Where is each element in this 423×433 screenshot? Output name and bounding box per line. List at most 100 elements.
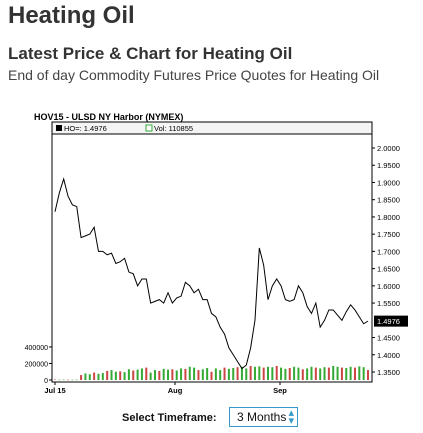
legend-volume-swatch: [145, 124, 153, 132]
volume-bar: [140, 368, 143, 380]
volume-bar: [367, 370, 369, 380]
price-tick-label: 1.9500: [377, 161, 400, 170]
price-tick-label: 1.9000: [377, 178, 400, 187]
last-price-label: 1.4976: [377, 317, 400, 326]
volume-bar: [327, 367, 330, 380]
volume-bar: [349, 366, 352, 380]
price-tick-label: 1.4500: [377, 334, 400, 343]
volume-bar: [332, 365, 335, 380]
volume-bar: [306, 368, 309, 380]
volume-bar: [193, 367, 196, 380]
price-chart: HOV15 - ULSD NY Harbor (NYMEX) HO=: 1.49…: [0, 108, 423, 398]
volume-bar: [297, 367, 300, 380]
price-tick-label: 1.7500: [377, 230, 400, 239]
last-price-badge: [374, 315, 408, 327]
volume-bar: [271, 367, 274, 380]
volume-bar: [214, 368, 217, 380]
volume-bar: [119, 371, 122, 380]
volume-bar: [162, 368, 165, 380]
legend-volume-label: Vol: 110855: [154, 124, 193, 133]
volume-tick-label: 0: [44, 378, 48, 385]
volume-bar: [101, 372, 104, 380]
volume-bar: [275, 365, 278, 380]
price-tick-label: 2.0000: [377, 144, 400, 153]
volume-bar: [345, 368, 348, 380]
volume-bar: [262, 367, 265, 380]
volume-bar: [336, 366, 339, 380]
chart-legend-bar: [51, 121, 373, 135]
volume-bar: [249, 365, 252, 380]
volume-bar: [80, 375, 83, 380]
volume-bar: [93, 372, 96, 380]
volume-bar: [106, 370, 109, 380]
volume-axis: 400000 200000 0: [25, 345, 52, 385]
volume-bar: [158, 370, 161, 380]
volume-bar: [54, 379, 56, 380]
volume-bar: [267, 366, 270, 380]
volume-bar: [210, 371, 213, 380]
time-axis: Jul 15 Aug Sep: [44, 382, 287, 395]
volume-bar: [240, 366, 243, 380]
volume-bar: [284, 368, 287, 380]
last-price-marker: 1.4976: [374, 315, 408, 327]
legend-price-label: HO=: 1.4976: [64, 124, 107, 133]
volume-bar: [223, 367, 226, 380]
volume-bar: [188, 366, 191, 380]
timeframe-select[interactable]: 3 Months ▴ ▾: [229, 407, 298, 427]
volume-bar: [153, 370, 156, 380]
time-tick-label: Aug: [168, 386, 183, 395]
chart-title: HOV15 - ULSD NY Harbor (NYMEX): [34, 112, 183, 122]
volume-bar: [132, 370, 135, 380]
time-tick-label: Jul 15: [44, 386, 65, 395]
volume-bar: [206, 368, 209, 380]
price-tick-label: 1.8500: [377, 196, 400, 205]
volume-bar: [145, 367, 148, 380]
page-title: Heating Oil: [8, 2, 135, 29]
price-tick-label: 1.6500: [377, 265, 400, 274]
volume-bar: [123, 372, 126, 380]
volume-bar: [184, 368, 187, 380]
volume-bar: [97, 373, 100, 380]
volume-bar: [58, 379, 61, 381]
volume-bar: [340, 367, 343, 380]
volume-bar: [323, 367, 326, 380]
volume-bars: [54, 365, 369, 381]
chart-plot-area: [51, 121, 373, 383]
volume-bar: [358, 366, 361, 380]
legend-price-swatch: [56, 125, 62, 131]
volume-bar: [319, 368, 322, 380]
volume-bar: [293, 366, 296, 380]
volume-bar: [219, 370, 222, 380]
price-tick-label: 1.6000: [377, 282, 400, 291]
volume-bar: [136, 369, 139, 380]
volume-bar: [127, 369, 130, 380]
price-tick-label: 1.8000: [377, 213, 400, 222]
price-tick-label: 1.4000: [377, 351, 400, 360]
volume-bar: [201, 369, 204, 380]
volume-bar: [353, 367, 356, 380]
volume-bar: [314, 367, 317, 380]
volume-bar: [175, 370, 178, 380]
volume-bar: [88, 374, 91, 380]
volume-bar: [227, 368, 230, 380]
volume-bar: [114, 371, 117, 380]
volume-bar: [180, 368, 183, 380]
section-heading: Latest Price & Chart for Heating Oil: [8, 44, 293, 63]
volume-bar: [171, 369, 174, 380]
volume-bar: [197, 370, 200, 380]
volume-bar: [149, 372, 152, 380]
select-arrows-icon: ▴ ▾: [288, 407, 294, 427]
section-subtitle: End of day Commodity Futures Price Quote…: [8, 67, 380, 83]
volume-bar: [110, 370, 113, 380]
volume-bar: [258, 366, 261, 380]
volume-bar: [71, 379, 74, 381]
price-tick-label: 1.3500: [377, 368, 400, 377]
volume-bar: [84, 373, 87, 380]
volume-bar: [310, 366, 313, 380]
volume-bar: [245, 368, 248, 380]
timeframe-selected-value: 3 Months: [237, 410, 287, 424]
volume-tick-label: 200000: [25, 361, 48, 368]
volume-bar: [301, 369, 304, 380]
price-tick-label: 1.5500: [377, 299, 400, 308]
volume-bar: [232, 368, 235, 380]
